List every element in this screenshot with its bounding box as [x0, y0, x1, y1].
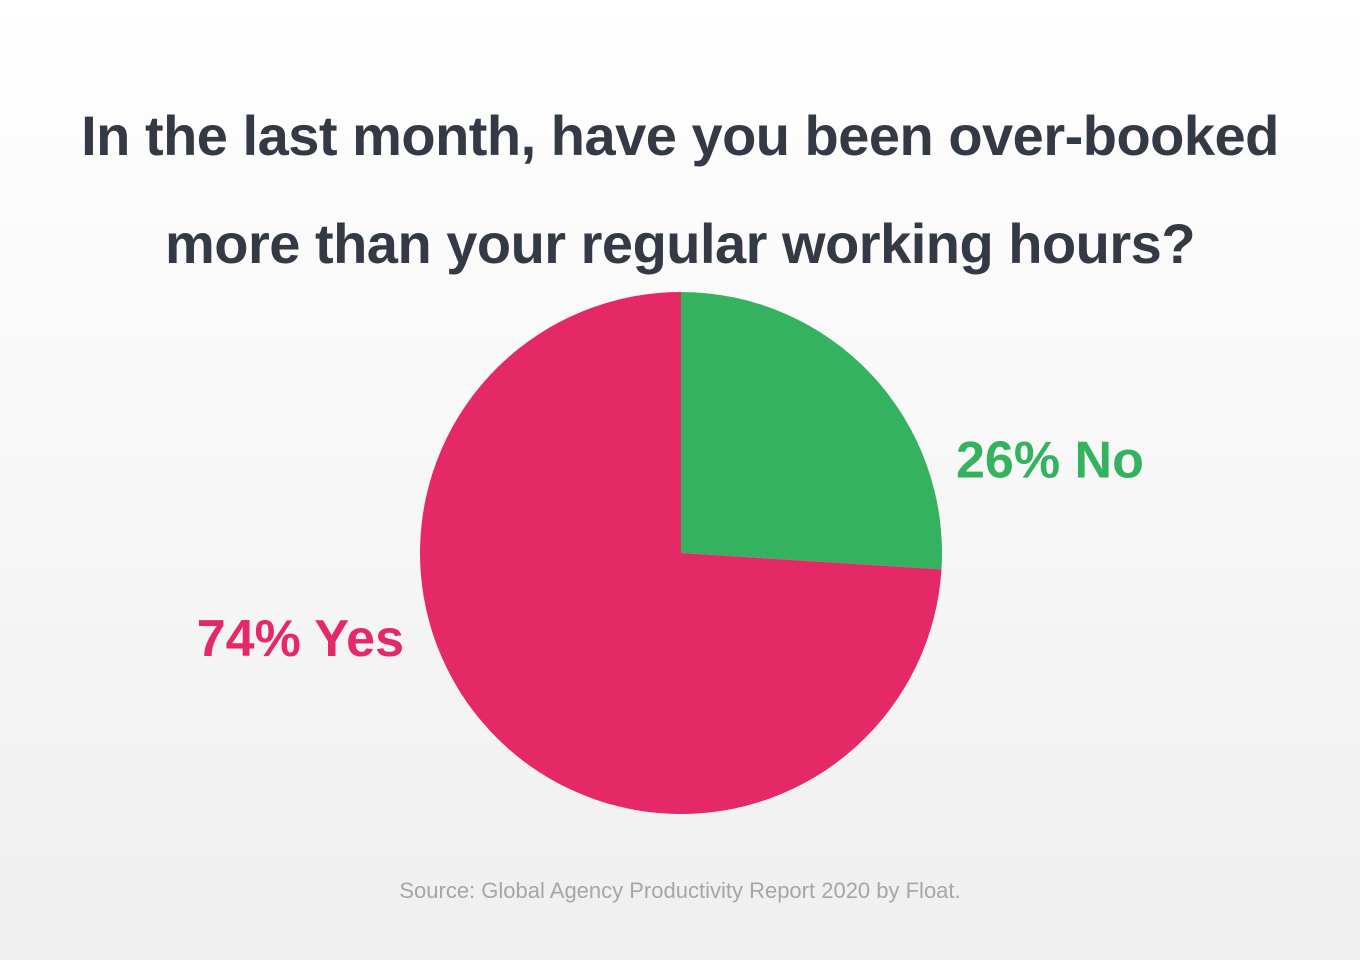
- pie-slice: [681, 292, 942, 570]
- value-label: 26% No: [956, 431, 1144, 489]
- source-note: Source: Global Agency Productivity Repor…: [399, 878, 961, 903]
- value-label: 74% Yes: [197, 610, 404, 668]
- pie-slice: [419, 292, 942, 815]
- chart-title: In the last month, have you been over-bo…: [81, 104, 1279, 275]
